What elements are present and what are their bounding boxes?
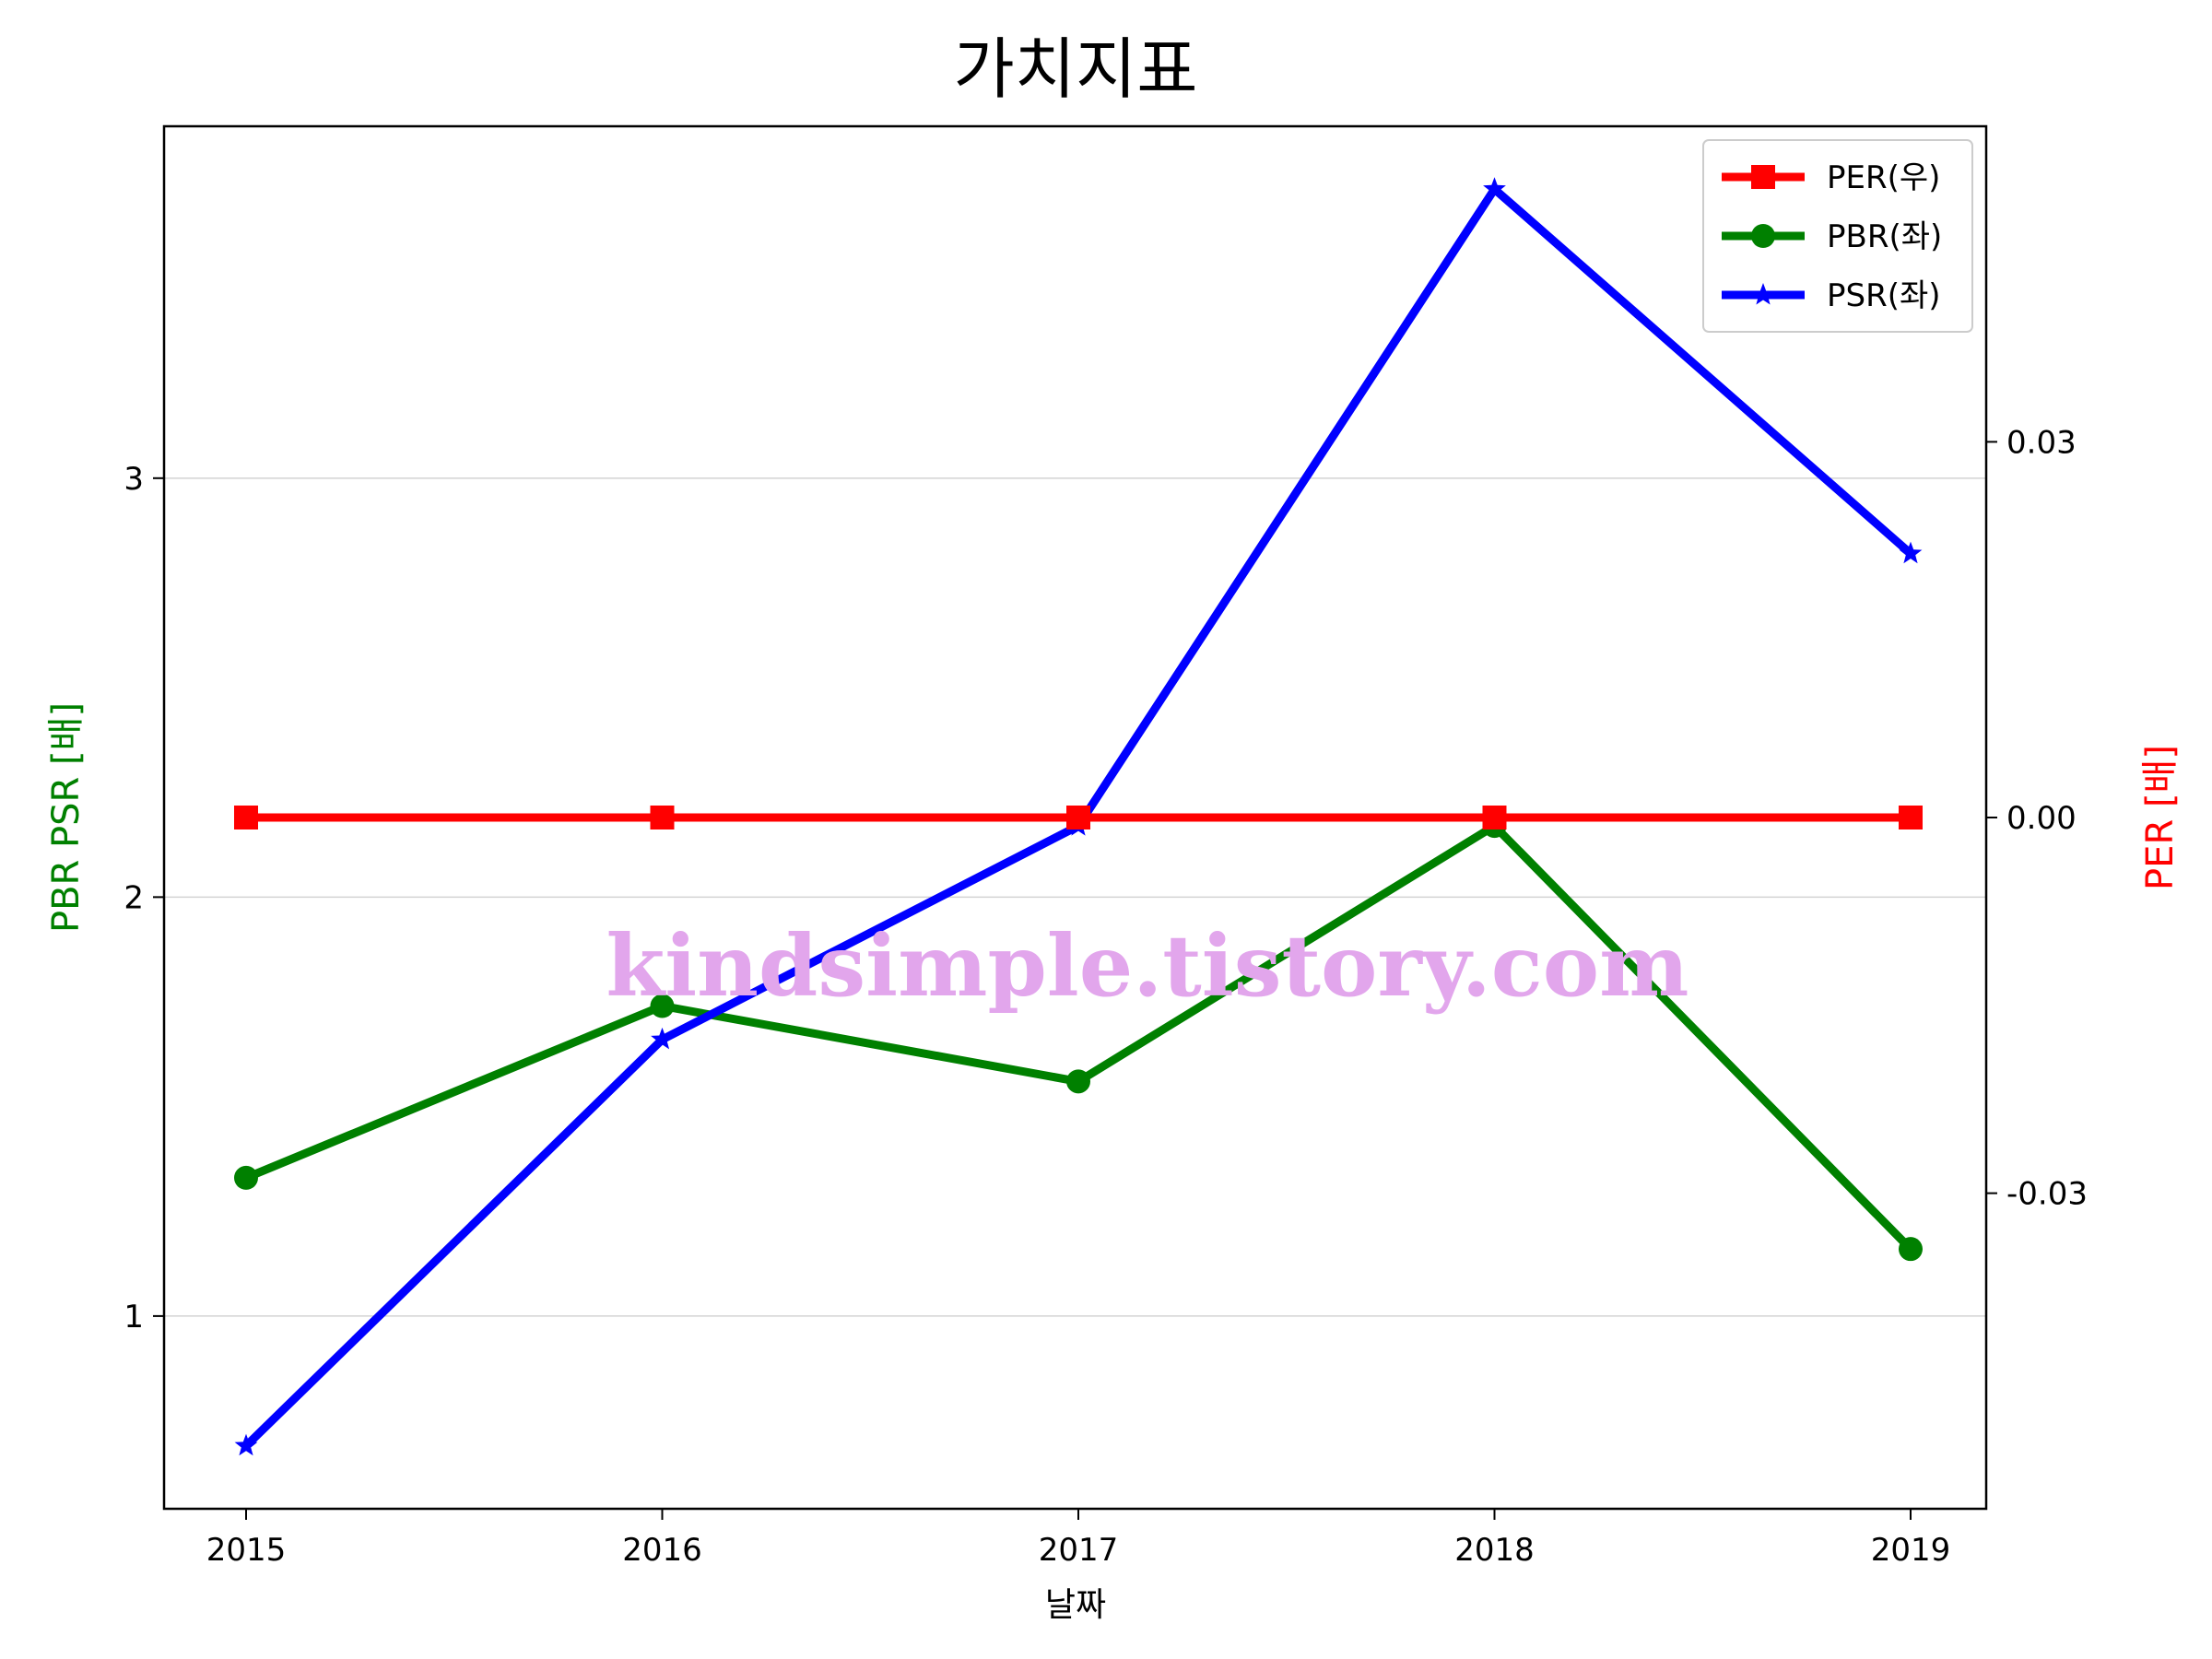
- legend-marker: [1751, 283, 1775, 305]
- series-PER(우): [234, 806, 1923, 830]
- legend-label: PER(우): [1827, 159, 1940, 196]
- right-y-axis-label: PER [배]: [2139, 745, 2182, 890]
- watermark-layer: kindsimple.tistory.com: [606, 916, 1688, 1016]
- grid-lines: [164, 477, 1986, 1317]
- left-tick-label: 3: [124, 461, 144, 498]
- legend-label: PSR(좌): [1827, 277, 1941, 314]
- data-point: [1066, 1069, 1090, 1094]
- left-y-axis: 1 2 3: [124, 461, 164, 1335]
- data-point: [1483, 177, 1506, 199]
- data-point: [234, 806, 258, 830]
- right-tick-label: -0.03: [2006, 1176, 2088, 1213]
- x-tick-label: 2017: [1039, 1532, 1119, 1569]
- data-point: [1066, 806, 1090, 830]
- legend-label: PBR(좌): [1827, 218, 1942, 255]
- x-tick-label: 2019: [1871, 1532, 1951, 1569]
- data-point: [234, 1165, 258, 1190]
- x-tick-label: 2016: [622, 1532, 702, 1569]
- legend-marker: [1751, 224, 1775, 248]
- data-point: [234, 1433, 258, 1456]
- data-point: [1482, 806, 1507, 830]
- legend: PER(우) PBR(좌) PSR(좌): [1702, 139, 1973, 333]
- right-y-axis: 0.03 0.00 -0.03: [1986, 424, 2088, 1213]
- legend-marker: [1751, 165, 1775, 189]
- data-point: [651, 1027, 674, 1050]
- watermark-text: kindsimple.tistory.com: [606, 916, 1688, 1016]
- right-tick-label: 0.03: [2006, 424, 2077, 461]
- x-axis: 2015 2016 2017 2018 2019: [206, 1509, 1951, 1569]
- legend-item: PBR(좌): [1722, 218, 1942, 255]
- right-tick-label: 0.00: [2006, 800, 2077, 837]
- x-tick-label: 2018: [1454, 1532, 1535, 1569]
- legend-item: PER(우): [1722, 159, 1940, 196]
- chart-title: 가치지표: [954, 30, 1198, 108]
- data-point: [1899, 1237, 1923, 1262]
- x-axis-label: 날짜: [1045, 1586, 1106, 1624]
- x-tick-label: 2015: [206, 1532, 287, 1569]
- series-layer: [234, 177, 1923, 1456]
- left-tick-label: 1: [124, 1299, 144, 1335]
- data-point: [1899, 541, 1923, 564]
- legend-item: PSR(좌): [1722, 277, 1941, 314]
- data-point: [650, 994, 675, 1018]
- left-y-axis-label: PBR PSR [배]: [45, 702, 88, 933]
- data-point: [1899, 806, 1923, 830]
- data-point: [650, 806, 675, 830]
- left-tick-label: 2: [124, 879, 144, 916]
